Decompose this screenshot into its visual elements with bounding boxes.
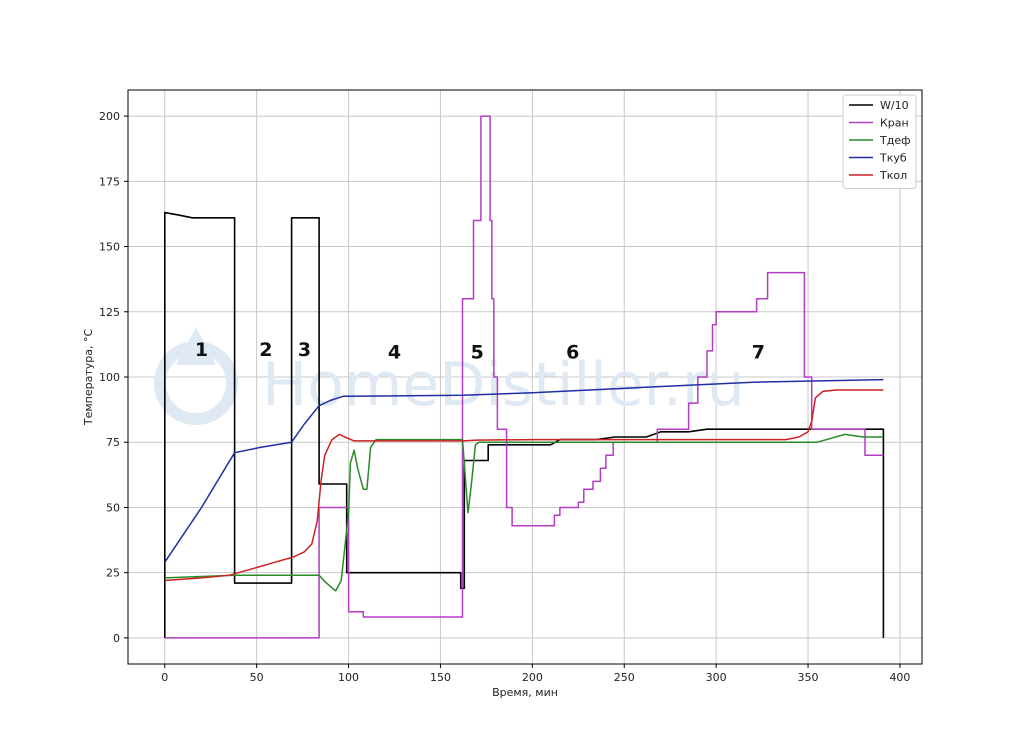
x-tick-label: 350 [798, 671, 819, 684]
legend-label: Tкол [879, 169, 907, 182]
y-tick-label: 100 [99, 371, 120, 384]
x-tick-label: 100 [338, 671, 359, 684]
phase-label: 3 [298, 339, 311, 361]
phase-label: 4 [388, 342, 401, 364]
x-tick-label: 150 [430, 671, 451, 684]
series-group [164, 115, 885, 639]
x-tick-label: 200 [522, 671, 543, 684]
legend-label: W/10 [880, 99, 909, 112]
y-tick-label: 0 [113, 632, 120, 645]
y-tick-label: 25 [106, 567, 120, 580]
phase-label: 6 [566, 342, 579, 364]
y-tick-label: 75 [106, 436, 120, 449]
legend-box [842, 94, 917, 189]
y-tick-label: 175 [99, 175, 120, 188]
watermark: HomeDistiller.ru [154, 327, 745, 425]
watermark-text: HomeDistiller.ru [262, 350, 745, 420]
legend-label: Tдеф [879, 134, 911, 147]
y-tick-label: 150 [99, 241, 120, 254]
x-tick-label: 0 [161, 671, 168, 684]
x-tick-label: 50 [250, 671, 264, 684]
legend-label: Tкуб [879, 152, 907, 165]
y-axis-label: Температура, °C [82, 329, 95, 427]
y-tick-label: 200 [99, 110, 120, 123]
series-line-4 [164, 378, 884, 563]
phase-label: 7 [752, 342, 765, 364]
y-tick-label: 50 [106, 501, 120, 514]
ticks: 0 50 100 150 200 250 300 350 4000255075100125150… [99, 110, 910, 684]
legend-label: Кран [880, 117, 909, 130]
series-line-5 [164, 389, 884, 582]
phase-label: 1 [195, 339, 208, 361]
series-line-3 [164, 433, 884, 592]
legend: W/10 Кран Tдеф Tкуб Tкол [842, 94, 917, 189]
phase-labels: 1 2 3 4 5 6 7 [195, 339, 765, 364]
x-tick-label: 300 [706, 671, 727, 684]
x-tick-label: 250 [614, 671, 635, 684]
x-tick-label: 400 [889, 671, 910, 684]
phase-label: 2 [259, 339, 272, 361]
series-line-2 [164, 115, 884, 639]
y-tick-label: 125 [99, 306, 120, 319]
x-axis-label: Время, мин [492, 686, 558, 699]
phase-label: 5 [471, 342, 484, 364]
